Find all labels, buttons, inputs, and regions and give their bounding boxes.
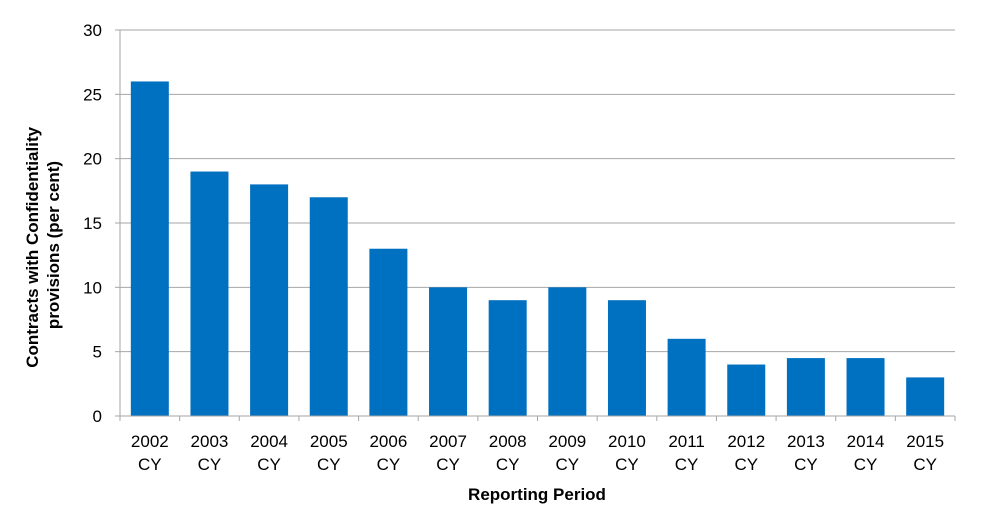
bar <box>250 184 289 416</box>
y-tick-label: 0 <box>93 407 102 426</box>
x-tick-suffix: CY <box>675 455 699 474</box>
y-tick-label: 15 <box>83 214 102 233</box>
bar <box>429 287 468 416</box>
x-tick-label: 2015 CY <box>906 432 944 474</box>
x-tick-suffix: CY <box>913 455 937 474</box>
bar <box>190 171 229 416</box>
x-tick-label: 2012 CY <box>727 432 765 474</box>
x-axis-title: Reporting Period <box>468 485 606 504</box>
y-tick-label: 20 <box>83 150 102 169</box>
x-tick-label: 2009 CY <box>548 432 586 474</box>
y-axis-title-line-2: provisions (per cent) <box>44 161 63 329</box>
x-tick-suffix: CY <box>854 455 878 474</box>
x-tick-year: 2008 <box>489 432 527 451</box>
x-tick-label: 2013 CY <box>787 432 825 474</box>
x-tick-year: 2012 <box>727 432 765 451</box>
x-tick-suffix: CY <box>257 455 281 474</box>
axes <box>115 29 956 421</box>
y-axis-title: Contracts with Confidentiality provision… <box>23 122 63 368</box>
x-tick-year: 2002 <box>131 432 169 451</box>
x-tick-year: 2013 <box>787 432 825 451</box>
x-tick-year: 2009 <box>548 432 586 451</box>
bar <box>548 287 587 416</box>
x-tick-year: 2005 <box>310 432 348 451</box>
x-tick-label: 2004 CY <box>250 432 288 474</box>
x-tick-suffix: CY <box>317 455 341 474</box>
x-tick-suffix: CY <box>198 455 222 474</box>
bar <box>130 81 169 416</box>
x-tick-label: 2008 CY <box>489 432 527 474</box>
x-tick-label: 2011 CY <box>668 432 705 474</box>
x-tick-suffix: CY <box>496 455 520 474</box>
x-tick-year: 2006 <box>369 432 407 451</box>
bar <box>906 377 945 416</box>
y-axis-title-line-1: Contracts with Confidentiality <box>23 126 42 367</box>
y-tick-labels: 0 5 10 15 20 25 30 <box>83 21 102 426</box>
y-tick-label: 25 <box>83 85 102 104</box>
x-tick-year: 2004 <box>250 432 288 451</box>
y-tick-label: 5 <box>93 343 102 362</box>
x-tick-suffix: CY <box>377 455 401 474</box>
bar <box>309 197 348 416</box>
x-tick-year: 2010 <box>608 432 646 451</box>
x-tick-label: 2010 CY <box>608 432 646 474</box>
x-tick-suffix: CY <box>794 455 818 474</box>
x-tick-year: 2014 <box>847 432 885 451</box>
bar <box>727 364 766 416</box>
bar <box>607 300 646 416</box>
x-tick-label: 2006 CY <box>369 432 407 474</box>
x-tick-suffix: CY <box>436 455 460 474</box>
bar <box>369 248 408 416</box>
x-tick-suffix: CY <box>556 455 580 474</box>
x-tick-label: 2007 CY <box>429 432 467 474</box>
bar <box>786 358 825 416</box>
y-tick-label: 10 <box>83 278 102 297</box>
bar <box>846 358 885 416</box>
x-tick-label: 2003 CY <box>191 432 229 474</box>
bars <box>130 81 945 416</box>
x-tick-label: 2002 CY <box>131 432 169 474</box>
x-tick-year: 2015 <box>906 432 944 451</box>
y-tick-label: 30 <box>83 21 102 40</box>
x-tick-label: 2005 CY <box>310 432 348 474</box>
x-tick-suffix: CY <box>615 455 639 474</box>
x-tick-suffix: CY <box>138 455 162 474</box>
gridlines <box>120 29 955 353</box>
bar <box>667 338 706 416</box>
x-tick-label: 2014 CY <box>847 432 885 474</box>
x-tick-year: 2003 <box>191 432 229 451</box>
x-tick-year: 2011 <box>668 432 705 451</box>
bar <box>488 300 527 416</box>
x-tick-year: 2007 <box>429 432 467 451</box>
x-tick-suffix: CY <box>734 455 758 474</box>
